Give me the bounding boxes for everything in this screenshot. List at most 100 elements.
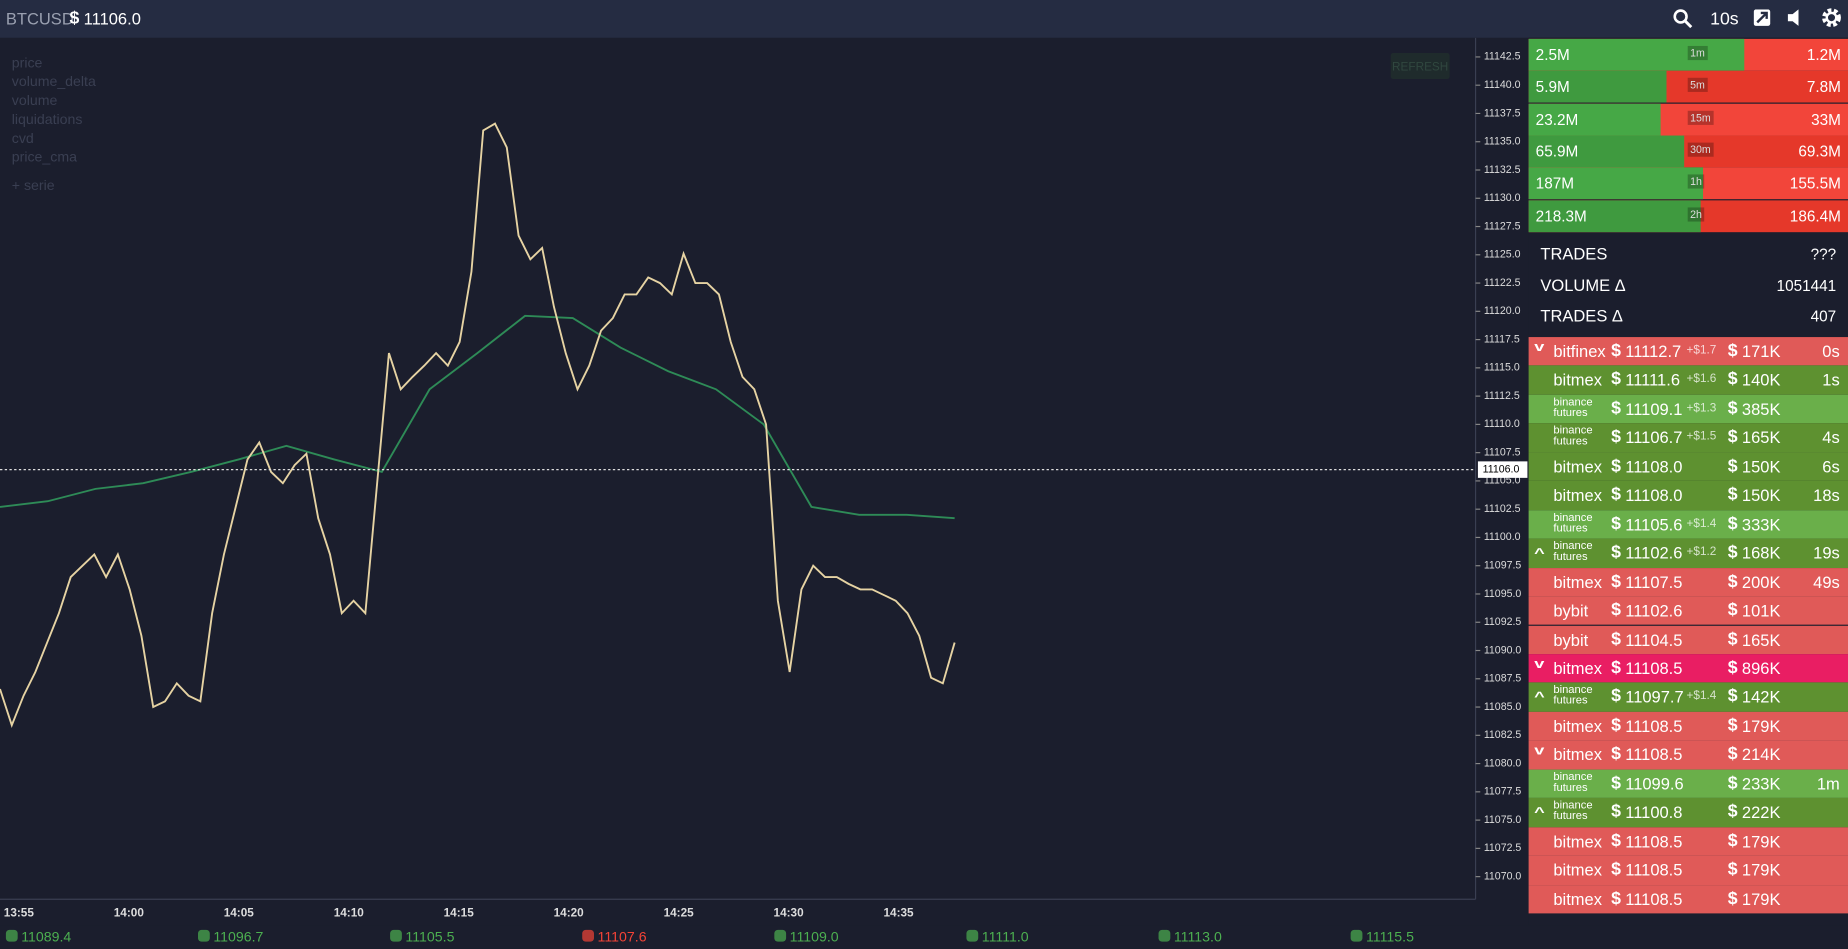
currency: $ [1611, 657, 1621, 678]
trade-row: binance futures $11106.7 +$1.5 $165K 4s [1528, 423, 1848, 453]
ticker-price: 11115.5 [1365, 928, 1414, 946]
buy-bar [1528, 38, 1745, 71]
price: 11108.5 [1625, 831, 1683, 851]
timeframe: 1m [1687, 45, 1708, 61]
interval[interactable]: 10s [1710, 9, 1739, 30]
y-tick-label: 11117.5 [1484, 333, 1520, 345]
exchange-icon [966, 929, 979, 942]
timeframe: 15m [1687, 110, 1714, 125]
series-item: liquidations [12, 111, 83, 127]
volume-icon[interactable] [1787, 8, 1806, 27]
currency: $ [1727, 542, 1738, 563]
timeframe: 1h [1687, 174, 1705, 189]
exchange: bitmex [1553, 457, 1602, 476]
buy-bar [1528, 103, 1661, 136]
currency: $ [1727, 398, 1738, 419]
sell-label: 33M [1811, 110, 1841, 128]
currency: $ [1727, 657, 1738, 678]
exchange: binance futures [1553, 395, 1593, 420]
exchange: bitmex [1553, 860, 1602, 880]
price: 11112.7 [1625, 341, 1682, 361]
currency: $ [1611, 542, 1621, 563]
ticker-price: 11096.7 [213, 928, 264, 946]
y-tick-label: 11110.0 [1484, 418, 1520, 430]
currency: $ [1611, 455, 1621, 476]
currency: $ [1727, 772, 1738, 793]
exchange-icon [1350, 929, 1363, 942]
currency: $ [1727, 340, 1738, 361]
trade-row: ^ binance futures $11102.6 +$1.2 $168K 19s [1528, 538, 1848, 568]
sell-label: 1.2M [1806, 45, 1841, 64]
currency: $ [1727, 830, 1738, 851]
currency: $ [1727, 715, 1738, 736]
stat-value: ??? [1810, 245, 1837, 263]
sell-label: 186.4M [1789, 206, 1841, 225]
settings-icon[interactable] [1821, 7, 1842, 28]
y-tick-label: 11075.0 [1484, 814, 1522, 826]
trade-row: bitmex $11108.5 $179K [1528, 711, 1848, 741]
currency: $ [1611, 772, 1621, 793]
sell-label: 69.3M [1798, 142, 1841, 161]
buy-label: 65.9M [1535, 142, 1579, 161]
x-tick-label: 13:55 [4, 907, 35, 920]
arrow-icon: v [1534, 657, 1545, 672]
ticker-price: 11107.6 [597, 928, 647, 946]
search-icon[interactable] [1672, 8, 1693, 29]
currency: $ [1727, 628, 1738, 649]
volume-row: 23.2M 33M 15m [1528, 103, 1848, 136]
refresh-button[interactable] [1390, 53, 1450, 79]
x-tick-label: 14:30 [774, 907, 805, 920]
side-panel: 2.5M 1.2M 1m 5.9M 7.8M 5m 23.2M 33M 15m 65.9M 69.3… [1528, 37, 1848, 926]
exchange: binance futures [1553, 511, 1593, 535]
trade-row: bybit $11102.6 $101K [1528, 596, 1848, 626]
size: 171K [1741, 341, 1781, 361]
size: 168K [1741, 543, 1781, 563]
y-tick-label: 11102.5 [1484, 503, 1521, 515]
size: 179K [1741, 860, 1781, 880]
size: 140K [1741, 370, 1781, 390]
exchange-icon [390, 929, 402, 942]
arrow-icon: v [1534, 340, 1545, 355]
timeframe: 2h [1687, 206, 1705, 221]
ticker-price: 11113.0 [1173, 928, 1222, 946]
exchange: bitmex [1553, 716, 1602, 736]
trade-row: ^ binance futures $11100.8 $222K [1528, 798, 1848, 827]
currency: $ [1727, 455, 1738, 476]
header: BTCUSD $ 11106.0 10s [0, 0, 1848, 38]
currency: $ [1611, 427, 1621, 448]
arrow-icon: ^ [1534, 691, 1545, 706]
price: 11100.8 [1625, 802, 1683, 822]
buy-bar [1528, 167, 1703, 200]
expand-icon[interactable] [1753, 9, 1772, 27]
timeframe: 5m [1687, 78, 1708, 93]
size: 150K [1741, 485, 1781, 505]
age: 0s [1822, 341, 1840, 361]
trade-row: v bitmex $11108.5 $896K [1528, 654, 1848, 683]
price: 11106.7 [1625, 428, 1683, 448]
sell-label: 155.5M [1789, 174, 1841, 193]
series-item: volume [12, 92, 58, 108]
y-tick-label: 11085.0 [1484, 701, 1522, 713]
y-tick-label: 11135.0 [1484, 136, 1521, 148]
size: 179K [1741, 889, 1781, 909]
buy-bar [1528, 135, 1685, 168]
currency: $ [1611, 369, 1621, 390]
currency: $ [1611, 715, 1621, 736]
exchange: binance futures [1553, 539, 1593, 564]
trade-row: bitmex $11108.0 $150K 18s [1528, 481, 1848, 510]
x-tick-label: 14:05 [224, 907, 255, 920]
price: 11108.5 [1625, 860, 1683, 880]
arrow-icon: ^ [1534, 806, 1545, 821]
currency: $ [1727, 599, 1738, 620]
trade-row: binance futures $11099.6 $233K 1m [1528, 769, 1848, 799]
exchange-icon [582, 929, 594, 942]
size: 222K [1741, 802, 1781, 822]
y-tick-label: 11125.0 [1484, 249, 1521, 261]
stat-label: TRADES [1540, 243, 1608, 263]
currency: $ [1727, 369, 1738, 390]
buy-bar [1528, 71, 1667, 103]
currency: $ [1611, 628, 1621, 649]
price: 11102.6 [1625, 543, 1683, 563]
price: 11109.1 [1625, 399, 1683, 419]
